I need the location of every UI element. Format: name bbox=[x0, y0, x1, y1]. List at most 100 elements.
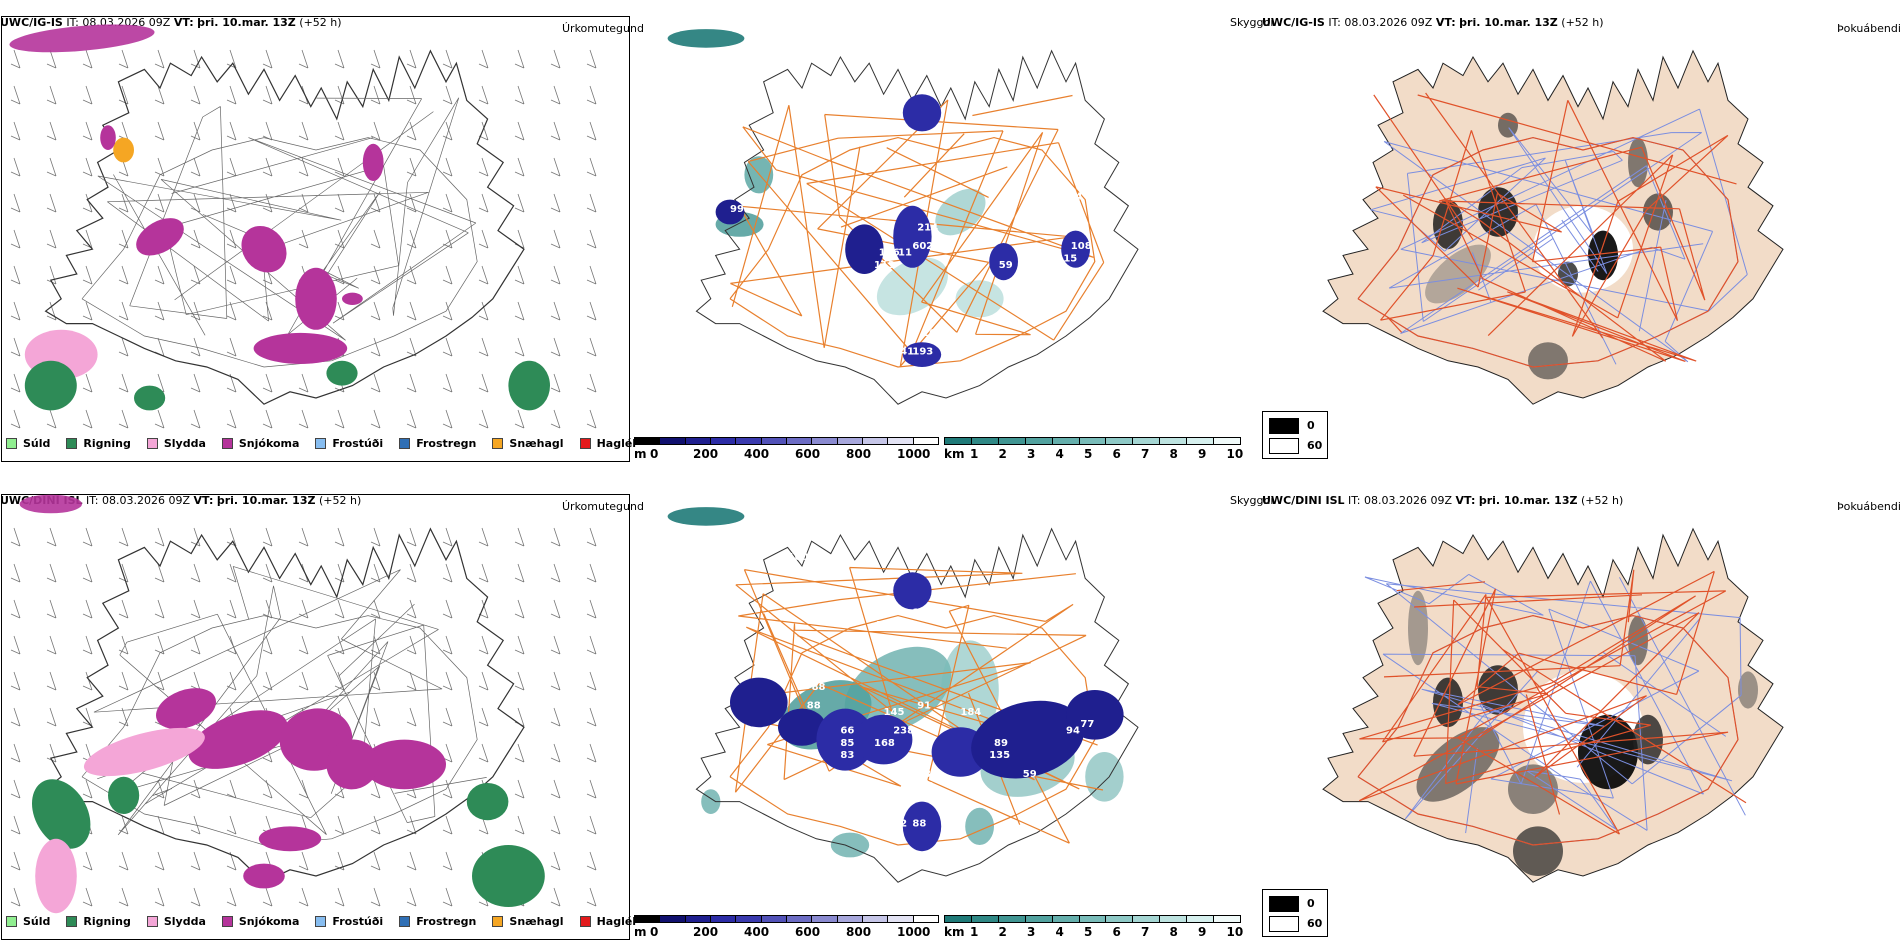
ceiling-label: 152 bbox=[912, 608, 933, 619]
colorbar-step bbox=[836, 915, 863, 923]
legend-item: Rigning bbox=[66, 437, 131, 450]
wind-barb bbox=[262, 635, 273, 655]
colorbar-step bbox=[862, 437, 889, 445]
wind-barb bbox=[514, 409, 525, 429]
field-area bbox=[667, 29, 745, 48]
legend-item: Snjókoma bbox=[221, 437, 299, 450]
wind-barb bbox=[370, 373, 381, 393]
wind-barb bbox=[10, 373, 21, 393]
road-network bbox=[81, 566, 487, 846]
wind-barb bbox=[262, 409, 273, 429]
colorbar-step bbox=[1105, 915, 1134, 923]
legend-swatch bbox=[146, 916, 158, 927]
wind-barb bbox=[406, 563, 417, 583]
legend-label: Snjókoma bbox=[238, 915, 300, 928]
field-area bbox=[243, 863, 285, 889]
legend-swatch bbox=[66, 438, 78, 449]
wind-barb bbox=[406, 265, 417, 285]
ceiling-tick: 800 bbox=[846, 925, 872, 939]
lead-time: (+52 h) bbox=[1580, 494, 1624, 507]
wind-barb bbox=[298, 409, 309, 429]
colorbar-step bbox=[1159, 437, 1188, 445]
ceiling-label: 193 bbox=[912, 347, 933, 358]
wind-barb bbox=[82, 193, 93, 213]
wind-barb bbox=[478, 635, 489, 655]
fog-index-panel: UWC/IG-IS IT: 08.03.2026 09Z VT: þri. 10… bbox=[1262, 0, 1900, 470]
wind-barb bbox=[406, 851, 417, 871]
ceiling-tick: 600 bbox=[795, 925, 821, 939]
wind-barb bbox=[82, 409, 93, 429]
wind-barb bbox=[226, 887, 237, 907]
wind-barb bbox=[10, 887, 21, 907]
field-area bbox=[136, 218, 184, 256]
ceiling-label: 206 bbox=[912, 781, 933, 792]
wind-barb bbox=[10, 121, 21, 141]
vt-label: VT: bbox=[1455, 494, 1476, 507]
legend-label: Slydda bbox=[163, 915, 206, 928]
it-label: IT: bbox=[1328, 16, 1341, 29]
colorbar-step bbox=[1132, 915, 1161, 923]
wind-barb bbox=[154, 409, 165, 429]
visibility-unit: km bbox=[944, 925, 965, 939]
wind-barb bbox=[154, 671, 165, 691]
precip-legend: Súld Rigning Slydda Snjókoma Frostúði Frostre… bbox=[6, 437, 652, 450]
field-area bbox=[1066, 690, 1124, 740]
legend-label: Haglél bbox=[596, 915, 637, 928]
wind-barb bbox=[10, 527, 21, 547]
it-label: IT: bbox=[66, 16, 79, 29]
wind-barb bbox=[406, 193, 417, 213]
wind-barb bbox=[370, 815, 381, 835]
wind-barb bbox=[262, 157, 273, 177]
colorbar-step bbox=[684, 915, 711, 923]
colorbar-step bbox=[1024, 437, 1053, 445]
wind-barb bbox=[514, 743, 525, 763]
wind-barb bbox=[550, 851, 561, 871]
wind-barb bbox=[46, 599, 57, 619]
wind-barb bbox=[478, 707, 489, 727]
wind-barb bbox=[154, 301, 165, 321]
wind-barb bbox=[334, 121, 345, 141]
wind-barb bbox=[82, 779, 93, 799]
colorbar-step bbox=[710, 915, 737, 923]
wind-barb bbox=[190, 85, 201, 105]
field-area bbox=[342, 292, 363, 305]
legend-item: Frostregn bbox=[399, 437, 476, 450]
field-area bbox=[730, 677, 788, 728]
wind-barb bbox=[586, 373, 597, 393]
wind-barb bbox=[586, 409, 597, 429]
wind-barb bbox=[82, 49, 93, 69]
wind-barb bbox=[190, 337, 201, 357]
wind-barb bbox=[514, 157, 525, 177]
wind-barb bbox=[442, 373, 453, 393]
wind-barb bbox=[550, 707, 561, 727]
wind-barb bbox=[298, 49, 309, 69]
wind-barb bbox=[550, 527, 561, 547]
field-area bbox=[989, 243, 1018, 281]
ceiling-label: 72 bbox=[893, 818, 907, 829]
ceiling-tick: 1000 bbox=[897, 447, 931, 461]
wind-barb bbox=[226, 121, 237, 141]
wind-barb bbox=[586, 193, 597, 213]
ceiling-label: 94 bbox=[1066, 725, 1080, 736]
wind-barb bbox=[334, 409, 345, 429]
field-area bbox=[1738, 671, 1758, 709]
wind-barb bbox=[298, 635, 309, 655]
legend-swatch bbox=[492, 438, 504, 449]
wind-barb bbox=[586, 599, 597, 619]
wind-barb bbox=[190, 887, 201, 907]
colorbar-step bbox=[912, 437, 939, 445]
vt-value: þri. 10.mar. 13Z bbox=[1459, 16, 1558, 29]
wind-barb bbox=[550, 743, 561, 763]
field-area bbox=[1508, 764, 1558, 814]
lead-time: (+52 h) bbox=[318, 494, 362, 507]
panel-header: UWC/DINI ISL IT: 08.03.2026 09Z VT: þri.… bbox=[1262, 494, 1623, 507]
field-area bbox=[113, 137, 134, 163]
wind-barbs bbox=[10, 49, 597, 429]
wind-barb bbox=[334, 887, 345, 907]
visibility-tick: 10 bbox=[1226, 925, 1244, 939]
vt-value: þri. 10.mar. 13Z bbox=[197, 16, 296, 29]
iceland-outline bbox=[44, 49, 525, 405]
ceiling-label: 145 bbox=[884, 707, 905, 718]
wind-barb bbox=[550, 85, 561, 105]
panel-title: Úrkomutegund bbox=[562, 500, 644, 513]
